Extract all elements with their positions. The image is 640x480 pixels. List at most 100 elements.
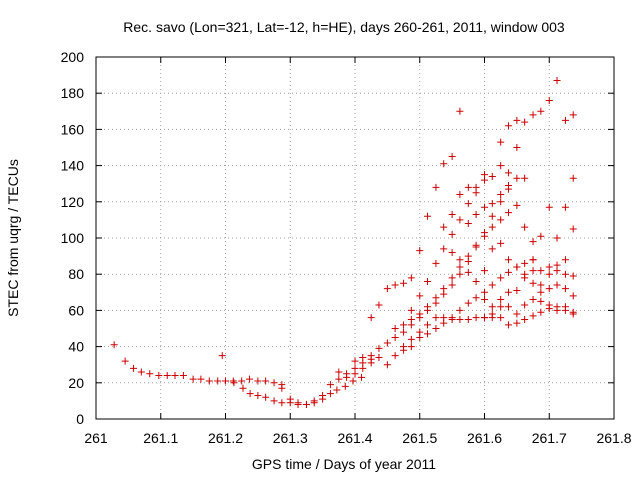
y-tick-label: 180 [61, 85, 85, 101]
data-point-marker [391, 334, 399, 342]
data-point-marker [333, 386, 341, 394]
x-tick-label: 261.3 [273, 430, 308, 446]
data-point-marker [319, 391, 327, 399]
data-point-marker [357, 373, 365, 381]
y-tick-label: 0 [76, 411, 84, 427]
y-tick-label: 140 [61, 158, 85, 174]
data-point-marker [440, 319, 448, 327]
data-point-marker [488, 223, 496, 231]
data-point-marker [456, 216, 464, 224]
data-point-marker [553, 281, 561, 289]
data-point-marker [529, 238, 537, 246]
data-point-marker [400, 328, 408, 336]
y-tick-label: 20 [68, 375, 84, 391]
data-point-marker [302, 401, 310, 409]
data-point-marker [262, 393, 270, 401]
data-point-marker [432, 325, 440, 332]
data-point-marker [197, 375, 205, 383]
data-point-marker [121, 357, 129, 365]
data-point-marker [464, 268, 472, 276]
data-point-marker [488, 172, 496, 180]
data-point-marker [359, 353, 367, 361]
data-point-marker [529, 111, 537, 119]
data-point-marker [464, 183, 472, 191]
data-point-marker [400, 279, 408, 287]
axis-ticks: 261 261.1 261.2 261.3 261.4 261.5 261.6 261.7 26… [61, 49, 632, 446]
x-tick-label: 261.2 [208, 430, 243, 446]
data-point-marker [448, 153, 456, 161]
data-point-marker [375, 301, 383, 309]
data-point-marker [464, 200, 472, 208]
data-point-marker [497, 191, 505, 199]
data-point-marker [205, 377, 213, 385]
data-point-marker [440, 160, 448, 168]
data-point-marker [383, 339, 391, 347]
data-point-marker [424, 303, 432, 311]
data-point-marker [214, 377, 222, 385]
data-point-marker [497, 314, 505, 322]
data-point-marker [349, 377, 357, 385]
data-point-marker [407, 335, 415, 343]
data-point-marker [375, 353, 383, 361]
data-point-marker [513, 286, 521, 294]
data-point-marker [529, 312, 537, 320]
data-point-marker [481, 288, 488, 296]
data-point-marker [424, 212, 432, 220]
data-point-marker [513, 263, 521, 271]
data-point-marker [189, 375, 197, 383]
data-point-marker [262, 377, 270, 385]
chart-title: Rec. savo (Lon=321, Lat=-12, h=HE), days… [123, 19, 565, 35]
y-tick-label: 120 [61, 194, 85, 210]
data-point-marker [424, 321, 432, 329]
data-point-marker [569, 292, 577, 300]
data-point-marker [569, 225, 577, 233]
data-point-marker [230, 379, 238, 387]
data-point-marker [137, 368, 145, 376]
data-point-marker [553, 267, 561, 275]
data-point-marker [359, 364, 367, 372]
data-point-marker [569, 272, 577, 280]
grid-lines [96, 57, 614, 419]
data-point-marker [537, 288, 545, 296]
data-point-marker [497, 239, 505, 247]
data-point-marker [497, 274, 505, 282]
data-point-marker [569, 308, 577, 316]
data-point-marker [432, 294, 440, 302]
data-point-marker [218, 352, 226, 360]
data-point-marker [222, 377, 229, 385]
data-point-marker [335, 368, 343, 376]
data-point-marker [504, 122, 512, 130]
y-tick-label: 160 [61, 121, 85, 137]
data-point-marker [464, 220, 472, 228]
data-point-marker [497, 138, 505, 146]
data-point-marker [238, 377, 246, 385]
data-point-marker [341, 382, 349, 390]
data-point-marker [481, 232, 488, 240]
data-point-marker [400, 321, 408, 329]
data-point-marker [456, 270, 464, 278]
data-point-marker [561, 303, 569, 311]
data-point-marker [383, 361, 391, 369]
data-point-marker [278, 384, 286, 392]
data-point-marker [545, 301, 553, 309]
y-axis-title: STEC from uqrg / TECUs [5, 159, 21, 317]
data-point-marker [416, 247, 424, 255]
data-point-marker [504, 321, 512, 329]
data-point-marker [367, 352, 375, 360]
data-point-marker [254, 377, 262, 385]
data-point-marker [521, 223, 529, 231]
data-point-marker [561, 285, 569, 293]
data-point-marker [229, 377, 237, 385]
data-point-marker [110, 341, 118, 349]
data-point-marker [448, 315, 456, 323]
x-tick-label: 261.8 [596, 430, 631, 446]
data-point-marker [286, 395, 294, 403]
data-point-marker [488, 303, 496, 311]
data-point-marker [472, 241, 480, 249]
data-point-marker [326, 381, 334, 389]
data-point-marker [481, 267, 488, 275]
data-point-marker [246, 390, 254, 398]
data-point-marker [513, 201, 521, 209]
data-point-marker [155, 372, 163, 380]
data-point-marker [521, 270, 529, 278]
